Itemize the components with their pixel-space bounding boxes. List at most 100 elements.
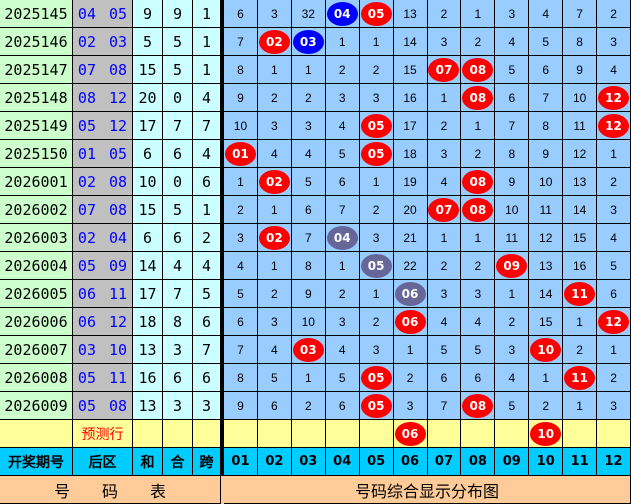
dist-cell: 8 <box>224 364 258 392</box>
number-ball-red: 05 <box>360 113 392 138</box>
dist-cell <box>224 420 258 448</box>
dist-cell: 13 <box>563 168 598 196</box>
number-ball-red: 07 <box>428 197 460 222</box>
dist-cell: 02 <box>257 168 292 196</box>
back-zone-cell: 02 03 <box>73 28 133 56</box>
period-cell: 2025146 <box>0 28 73 56</box>
dist-cell: 5 <box>427 336 462 364</box>
mod-cell: 0 <box>163 84 193 112</box>
divider <box>221 252 224 280</box>
span-cell: 6 <box>193 364 221 392</box>
span-cell: 1 <box>193 28 221 56</box>
dist-cell: 04 <box>325 0 360 28</box>
dist-cell: 1 <box>257 196 292 224</box>
number-ball-red: 05 <box>360 393 392 418</box>
mod-cell: 0 <box>163 168 193 196</box>
dist-cell: 7 <box>224 28 258 56</box>
sum-cell: 13 <box>133 392 163 420</box>
dist-cell: 3 <box>427 140 462 168</box>
dist-cell: 3 <box>597 28 631 56</box>
period-cell: 2025147 <box>0 56 73 84</box>
table-row: 2025150 01 05 6 6 4 01 4 4 5 05 18 3 2 8 9 12 1 <box>0 140 631 168</box>
number-ball-red: 11 <box>564 281 596 306</box>
footer-row: 号 码 表号码综合显示分布图 <box>0 476 631 504</box>
dist-cell: 1 <box>461 112 496 140</box>
sum-cell: 20 <box>133 84 163 112</box>
dist-cell: 12 <box>597 308 631 336</box>
number-ball-red: 06 <box>394 309 426 334</box>
dist-cell: 5 <box>325 140 360 168</box>
dist-cell: 3 <box>393 392 428 420</box>
prediction-row: 预测行 06 10 <box>0 420 631 448</box>
divider <box>221 140 224 168</box>
dist-cell: 3 <box>597 392 631 420</box>
dist-cell: 9 <box>563 56 598 84</box>
period-cell: 2025150 <box>0 140 73 168</box>
divider <box>221 364 224 392</box>
number-ball-blue: 03 <box>292 29 324 54</box>
divider <box>221 56 224 84</box>
dist-cell: 2 <box>359 308 394 336</box>
table-row: 2025149 05 12 17 7 7 10 3 3 4 05 17 2 1 7 8 11 12 <box>0 112 631 140</box>
dist-cell: 1 <box>461 224 496 252</box>
dist-cell: 1 <box>257 56 292 84</box>
dist-cell: 10 <box>529 336 564 364</box>
dist-cell: 9 <box>224 392 258 420</box>
dist-cell: 1 <box>257 252 292 280</box>
dist-cell <box>597 420 631 448</box>
number-ball-red: 03 <box>292 337 324 362</box>
dist-cell: 08 <box>461 84 496 112</box>
dist-cell: 05 <box>359 0 394 28</box>
dist-cell: 5 <box>461 336 496 364</box>
pred-empty <box>163 420 193 448</box>
dist-cell: 01 <box>224 140 258 168</box>
mod-cell: 6 <box>163 224 193 252</box>
sum-cell: 5 <box>133 28 163 56</box>
back-zone-cell: 02 08 <box>73 168 133 196</box>
dist-cell: 08 <box>461 56 496 84</box>
dist-cell: 4 <box>325 112 360 140</box>
dist-cell: 1 <box>325 252 360 280</box>
dist-cell: 3 <box>224 224 258 252</box>
dist-cell <box>257 420 292 448</box>
divider <box>221 168 224 196</box>
number-ball-red: 05 <box>360 365 392 390</box>
dist-cell: 7 <box>224 336 258 364</box>
divider <box>221 224 224 252</box>
span-cell: 5 <box>193 280 221 308</box>
dist-cell: 2 <box>257 280 292 308</box>
dist-cell: 2 <box>325 280 360 308</box>
dist-cell: 5 <box>495 392 530 420</box>
divider <box>221 392 224 420</box>
header-number: 06 <box>393 448 428 476</box>
dist-cell: 08 <box>461 168 496 196</box>
table-row: 2026006 06 12 18 8 6 6 3 10 3 2 06 4 4 2 15 1 12 <box>0 308 631 336</box>
dist-cell: 4 <box>257 140 292 168</box>
mod-cell: 6 <box>163 364 193 392</box>
sum-cell: 17 <box>133 112 163 140</box>
header-number: 08 <box>461 448 496 476</box>
pred-empty <box>193 420 221 448</box>
pred-empty <box>133 420 163 448</box>
table-row: 2025147 07 08 15 5 1 8 1 1 2 2 15 07 08 5 6 9 4 <box>0 56 631 84</box>
mod-cell: 3 <box>163 336 193 364</box>
number-ball-red: 02 <box>258 225 290 250</box>
dist-cell: 7 <box>563 0 598 28</box>
number-ball-red: 10 <box>530 421 562 446</box>
dist-cell: 4 <box>597 56 631 84</box>
dist-cell: 8 <box>529 112 564 140</box>
table-row: 2026007 03 10 13 3 7 7 4 03 4 3 1 5 5 3 10 2 1 <box>0 336 631 364</box>
dist-cell: 6 <box>291 196 326 224</box>
period-cell: 2026008 <box>0 364 73 392</box>
dist-cell: 3 <box>257 112 292 140</box>
number-ball-red: 12 <box>598 113 630 138</box>
dist-cell: 7 <box>325 196 360 224</box>
back-zone-cell: 06 12 <box>73 308 133 336</box>
divider <box>221 448 224 476</box>
header-sum: 和 <box>133 448 163 476</box>
dist-cell: 6 <box>325 392 360 420</box>
dist-cell: 18 <box>393 140 428 168</box>
dist-cell: 1 <box>291 56 326 84</box>
sum-cell: 15 <box>133 56 163 84</box>
dist-cell: 2 <box>291 392 326 420</box>
